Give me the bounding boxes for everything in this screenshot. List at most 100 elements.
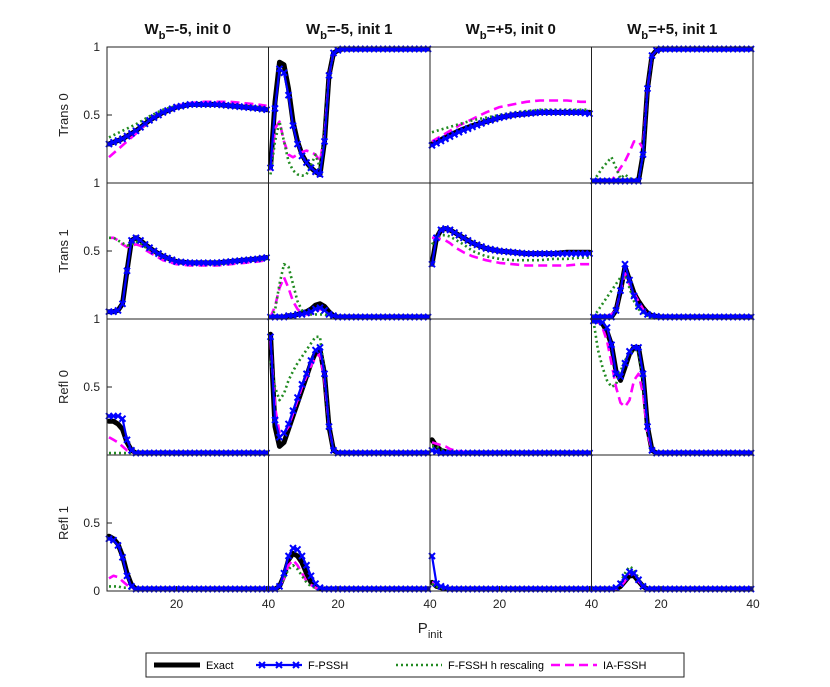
series-line <box>269 340 428 455</box>
data-point <box>293 140 302 148</box>
data-point <box>293 393 302 402</box>
legend-label: Exact <box>206 660 234 672</box>
y-tick-label: 0.5 <box>83 380 100 394</box>
data-point <box>639 370 647 378</box>
legend-item[interactable]: F-PSSH <box>256 660 348 672</box>
data-point <box>298 152 306 160</box>
data-point <box>127 129 136 138</box>
panel <box>589 260 755 321</box>
panel <box>105 234 271 316</box>
series-line <box>268 550 431 592</box>
data-point <box>127 236 136 245</box>
panel <box>266 262 432 321</box>
column-title: Wb=+5, init 0 <box>466 21 556 42</box>
data-point <box>329 49 338 57</box>
data-point <box>446 132 454 141</box>
data-point <box>123 267 131 275</box>
data-point <box>441 135 450 143</box>
data-point <box>275 582 284 591</box>
y-tick-label: 0.5 <box>83 244 100 258</box>
legend-marker <box>258 661 266 669</box>
data-point <box>468 123 477 131</box>
data-point <box>643 422 652 431</box>
x-tick-label: 40 <box>746 597 760 611</box>
panel <box>105 412 271 457</box>
data-point <box>634 576 643 584</box>
data-point <box>432 139 441 147</box>
y-tick-label: 0.5 <box>83 516 100 530</box>
panel <box>428 99 594 150</box>
data-point <box>127 446 136 455</box>
data-point <box>450 228 459 237</box>
data-point <box>271 104 279 113</box>
column-title: Wb=+5, init 1 <box>627 21 717 42</box>
data-point <box>280 69 288 77</box>
data-point <box>612 306 620 315</box>
panel <box>105 533 271 593</box>
data-point <box>114 412 122 420</box>
data-point <box>307 356 315 365</box>
series-line <box>268 331 431 456</box>
data-point <box>132 234 140 242</box>
y-tick-label: 1 <box>93 312 100 326</box>
panel <box>428 552 594 593</box>
y-tick-label: 0 <box>93 584 100 598</box>
data-point <box>625 276 634 284</box>
legend-label: F-FSSH h rescaling <box>448 660 544 672</box>
data-point <box>316 170 324 179</box>
data-point <box>123 436 131 444</box>
series-line <box>269 276 428 319</box>
data-point <box>437 137 445 145</box>
data-point <box>280 569 288 577</box>
y-tick-label: 0.5 <box>83 108 100 122</box>
column-title: Wb=-5, init 1 <box>306 21 392 42</box>
legend-marker <box>292 661 300 669</box>
column-title: Wb=-5, init 0 <box>145 21 231 42</box>
data-point <box>648 446 656 455</box>
series-line <box>108 100 267 159</box>
x-tick-label: 40 <box>262 597 276 611</box>
data-point <box>302 561 311 569</box>
data-point <box>630 292 638 300</box>
series-line <box>432 236 590 267</box>
x-tick-label: 40 <box>423 597 437 611</box>
data-point <box>630 569 638 577</box>
data-point <box>284 552 293 560</box>
data-point <box>450 130 459 139</box>
data-point <box>114 136 122 145</box>
data-point <box>118 553 127 562</box>
data-point <box>621 359 629 367</box>
data-point <box>329 446 338 455</box>
data-point <box>145 116 154 124</box>
data-point <box>603 323 611 332</box>
legend-item[interactable]: IA-FSSH <box>551 660 646 672</box>
legend-marker <box>275 661 283 669</box>
plot-frame <box>106 46 754 592</box>
series-line <box>269 335 428 455</box>
data-point <box>284 420 293 428</box>
data-point <box>468 239 477 247</box>
x-axis-label: Pinit <box>418 620 443 641</box>
series-line <box>431 99 590 143</box>
data-point <box>159 108 167 117</box>
data-point <box>109 138 118 146</box>
legend-item[interactable]: Exact <box>154 660 234 672</box>
data-point <box>455 231 463 239</box>
x-tick-label: 40 <box>585 597 599 611</box>
panel <box>589 317 755 457</box>
data-point <box>289 407 297 415</box>
data-point <box>612 370 620 378</box>
legend-item[interactable]: F-FSSH h rescaling <box>396 660 544 672</box>
series-line <box>430 233 590 262</box>
data-point <box>325 71 333 80</box>
y-tick-label: 1 <box>93 176 100 190</box>
series-line <box>593 319 751 455</box>
legend[interactable]: Exact F-PSSH F-FSSH h rescaling IA-FSSH <box>145 652 685 678</box>
panel <box>266 331 432 457</box>
column-titles: Wb=-5, init 0 Wb=-5, init 1 Wb=+5, init 0 W… <box>145 21 718 42</box>
data-point <box>446 226 454 234</box>
data-point <box>298 380 306 389</box>
legend-label: IA-FSSH <box>603 660 646 672</box>
series-line <box>270 558 428 591</box>
data-point <box>168 105 176 113</box>
